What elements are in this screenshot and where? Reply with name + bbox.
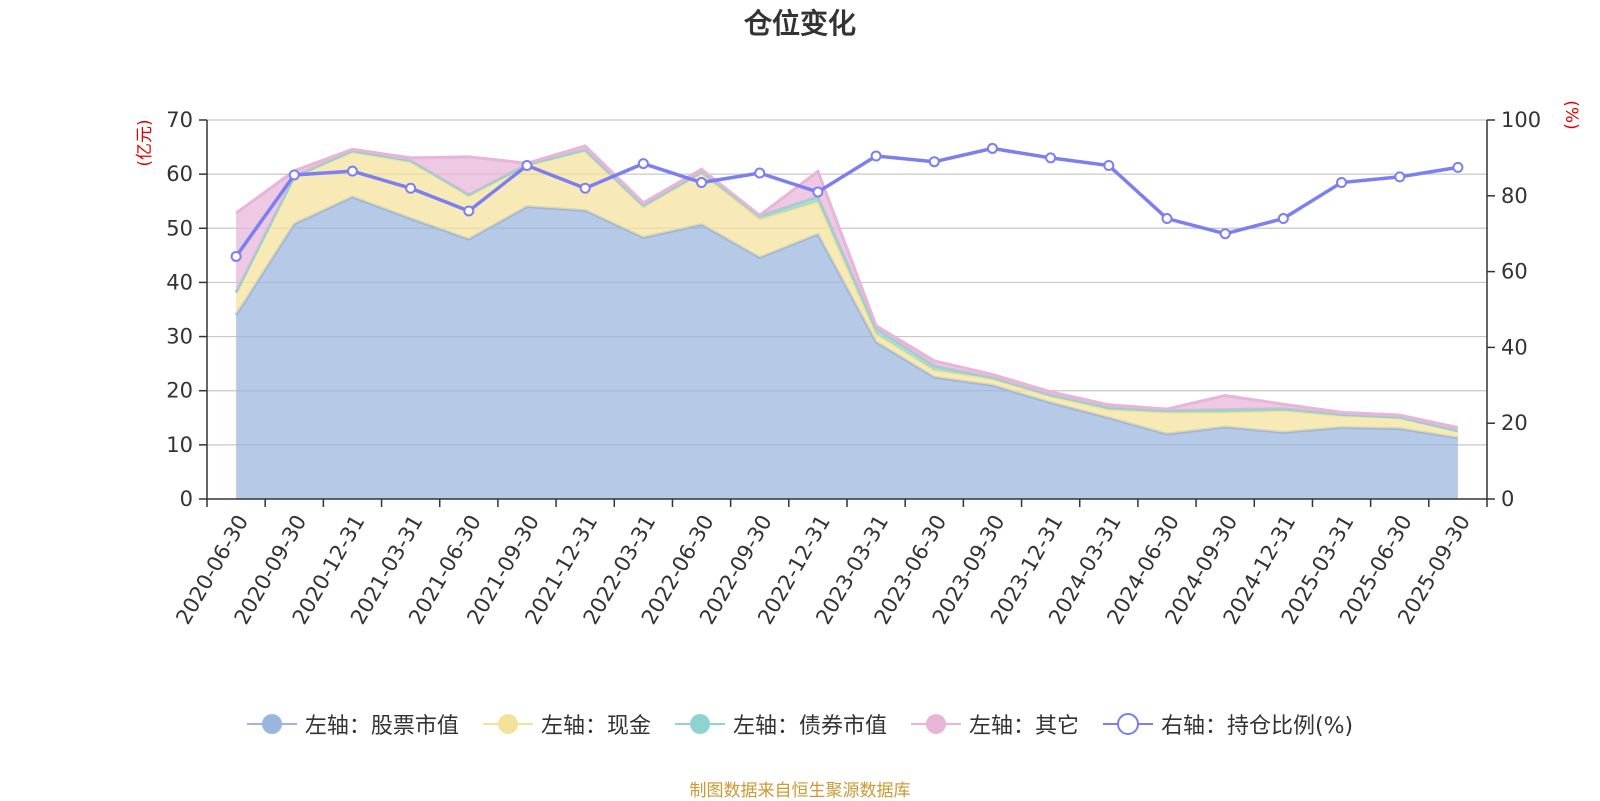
legend: 左轴：股票市值 左轴：现金 左轴：债券市值 左轴：其它 右轴：持仓比例(%) <box>0 708 1600 740</box>
ratio-point <box>288 169 300 181</box>
left-tick-label: 20 <box>166 379 193 403</box>
legend-item[interactable]: 右轴：持仓比例(%) <box>1102 708 1354 740</box>
ratio-point <box>405 182 417 194</box>
ratio-point <box>1045 152 1057 164</box>
stacked-areas <box>234 144 1459 499</box>
ratio-point <box>521 159 533 171</box>
legend-item[interactable]: 左轴：现金 <box>482 708 651 740</box>
right-axis-unit: (%) <box>1561 100 1581 129</box>
legend-label: 右轴：持仓比例(%) <box>1160 714 1354 739</box>
right-tick-label: 0 <box>1501 487 1514 511</box>
left-tick-label: 0 <box>180 487 193 511</box>
left-tick-label: 70 <box>166 108 193 132</box>
ratio-point <box>1219 228 1231 240</box>
area-edge-左轴：其它 <box>235 144 1459 429</box>
ratio-line-path <box>234 146 1459 258</box>
left-tick-label: 40 <box>166 270 193 294</box>
ratio-point <box>986 142 998 154</box>
ratio-point <box>346 165 358 177</box>
ratio-point <box>812 186 824 198</box>
ratio-point <box>1161 213 1173 225</box>
ratio-point <box>230 250 242 262</box>
right-tick-label: 20 <box>1501 411 1528 435</box>
legend-marker-icon <box>482 714 533 734</box>
ratio-point <box>1452 161 1464 173</box>
area-左轴：现金 <box>236 150 1458 438</box>
legend-label: 左轴：现金 <box>540 714 651 739</box>
right-tick-label: 80 <box>1501 184 1528 208</box>
legend-marker-icon <box>1102 713 1153 735</box>
chart-title: 仓位变化 <box>743 7 856 40</box>
ratio-point <box>1394 171 1406 183</box>
ratio-point <box>928 156 940 168</box>
legend-label: 左轴：股票市值 <box>304 714 459 739</box>
source-note: 制图数据来自恒生聚源数据库 <box>689 781 911 801</box>
left-tick-label: 50 <box>166 216 193 240</box>
left-axis-unit: (亿元) <box>135 119 155 166</box>
left-tick-label: 10 <box>166 433 193 457</box>
area-左轴：股票市值 <box>236 196 1458 499</box>
ratio-point <box>579 182 591 194</box>
ratio-point <box>463 205 475 217</box>
legend-item[interactable]: 左轴：其它 <box>910 708 1079 740</box>
ratio-point <box>1103 159 1115 171</box>
legend-marker-icon <box>674 714 725 734</box>
ratio-line <box>230 142 1464 262</box>
ratio-point <box>754 167 766 179</box>
ratio-point <box>1336 177 1348 189</box>
ratio-point <box>870 150 882 162</box>
ratio-point <box>696 177 708 189</box>
legend-marker-icon <box>246 714 297 734</box>
right-tick-label: 60 <box>1501 260 1528 284</box>
legend-label: 左轴：其它 <box>968 714 1079 739</box>
right-tick-label: 40 <box>1501 335 1528 359</box>
legend-item[interactable]: 左轴：股票市值 <box>246 708 459 740</box>
legend-item[interactable]: 左轴：债券市值 <box>674 708 887 740</box>
legend-marker-icon <box>910 714 961 734</box>
left-tick-label: 30 <box>166 325 193 349</box>
ratio-point <box>637 158 649 170</box>
legend-label: 左轴：债券市值 <box>732 714 887 739</box>
right-tick-label: 100 <box>1501 108 1541 132</box>
left-tick-label: 60 <box>166 162 193 186</box>
ratio-point <box>1277 213 1289 225</box>
